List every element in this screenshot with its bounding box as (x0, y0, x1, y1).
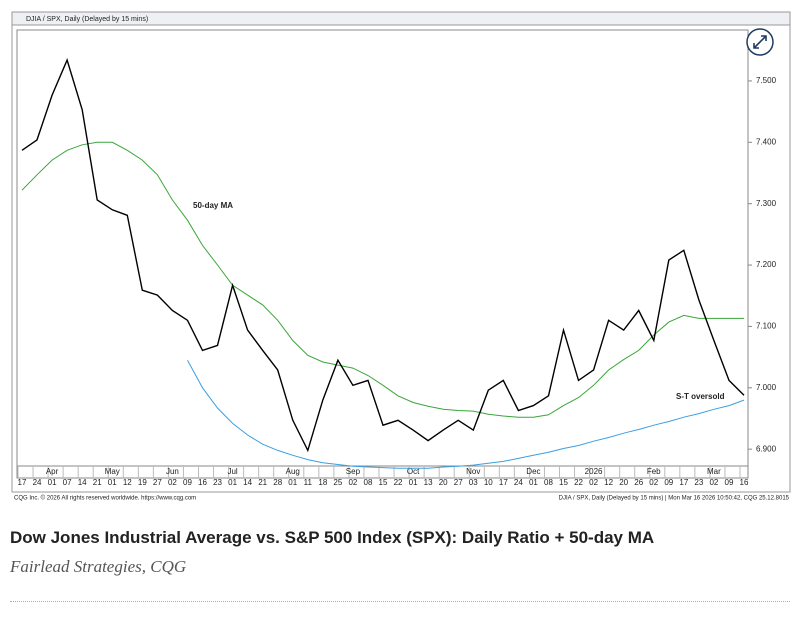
month-label: Feb (647, 467, 661, 476)
x-tick-label: 22 (394, 478, 403, 487)
month-label: Sep (346, 467, 361, 476)
y-tick-label: 7.100 (756, 322, 777, 331)
x-tick-label: 20 (619, 478, 628, 487)
x-tick-label: 11 (304, 478, 313, 487)
x-tick-label: 24 (33, 478, 42, 487)
y-tick-label: 7.200 (756, 260, 777, 269)
x-tick-label: 20 (439, 478, 448, 487)
x-tick-label: 02 (709, 478, 718, 487)
y-tick-label: 7.400 (756, 137, 777, 146)
month-label: May (105, 467, 120, 476)
series-line (21, 141, 744, 418)
month-label: Jul (227, 467, 237, 476)
x-tick-label: 13 (424, 478, 433, 487)
x-tick-label: 26 (634, 478, 643, 487)
x-tick-label: 09 (664, 478, 673, 487)
y-tick-label: 6.900 (756, 444, 777, 453)
x-tick-label: 08 (544, 478, 553, 487)
x-tick-label: 23 (213, 478, 222, 487)
month-label: Apr (46, 467, 59, 476)
month-label: Mar (707, 467, 721, 476)
x-tick-label: 17 (18, 478, 27, 487)
y-tick-label: 7.300 (756, 199, 777, 208)
x-tick-label: 07 (63, 478, 72, 487)
x-tick-label: 01 (108, 478, 117, 487)
x-tick-label: 28 (273, 478, 282, 487)
series-line (21, 58, 745, 453)
expand-button[interactable] (746, 28, 774, 56)
x-tick-label: 21 (258, 478, 267, 487)
header-text: DJIA / SPX, Daily (Delayed by 15 mins) (26, 16, 148, 23)
x-tick-label: 01 (228, 478, 237, 487)
x-tick-label: 12 (123, 478, 132, 487)
month-label: Aug (286, 467, 300, 476)
x-tick-label: 01 (48, 478, 57, 487)
footer-left: CQG Inc. © 2026 All rights reserved worl… (14, 495, 196, 502)
x-tick-label: 17 (679, 478, 688, 487)
x-tick-label: 01 (288, 478, 297, 487)
x-tick-label: 23 (694, 478, 703, 487)
month-label: Oct (407, 467, 420, 476)
x-tick-label: 12 (604, 478, 613, 487)
x-tick-label: 19 (138, 478, 147, 487)
x-tick-label: 02 (168, 478, 177, 487)
month-label: 2026 (585, 467, 603, 476)
x-tick-label: 14 (243, 478, 252, 487)
x-tick-label: 09 (183, 478, 192, 487)
x-tick-label: 15 (559, 478, 568, 487)
plot-area (16, 29, 749, 479)
month-label: Dec (526, 467, 540, 476)
y-tick-label: 7.500 (756, 76, 777, 85)
x-tick-label: 25 (333, 478, 342, 487)
annotation: 50-day MA (193, 201, 233, 210)
x-tick-label: 15 (379, 478, 388, 487)
month-label: Nov (466, 467, 480, 476)
x-tick-label: 02 (348, 478, 357, 487)
x-tick-label: 17 (499, 478, 508, 487)
x-tick-label: 03 (469, 478, 478, 487)
x-tick-label: 22 (574, 478, 583, 487)
chart-frame (11, 11, 791, 493)
x-tick-label: 16 (198, 478, 207, 487)
month-label: Jun (166, 467, 179, 476)
y-tick-label: 7.000 (756, 383, 777, 392)
x-tick-label: 01 (409, 478, 418, 487)
x-tick-label: 24 (514, 478, 523, 487)
x-tick-label: 10 (484, 478, 493, 487)
x-tick-label: 01 (529, 478, 538, 487)
x-tick-label: 27 (454, 478, 463, 487)
chart: DJIA / SPX, Daily (Delayed by 15 mins) 5… (11, 11, 791, 502)
x-tick-label: 21 (93, 478, 102, 487)
caption: Dow Jones Industrial Average vs. S&P 500… (10, 528, 655, 547)
x-tick-label: 02 (589, 478, 598, 487)
x-tick-label: 16 (740, 478, 749, 487)
annotation: S-T oversold (676, 392, 725, 401)
x-tick-label: 08 (364, 478, 373, 487)
footer-right: DJIA / SPX, Daily (Delayed by 15 mins) |… (559, 496, 790, 502)
x-tick-label: 27 (153, 478, 162, 487)
header-bar (11, 11, 791, 26)
x-tick-label: 09 (725, 478, 734, 487)
x-tick-label: 02 (649, 478, 658, 487)
divider (10, 601, 790, 602)
x-tick-label: 14 (78, 478, 87, 487)
source: Fairlead Strategies, CQG (10, 557, 187, 576)
x-tick-label: 18 (318, 478, 327, 487)
series-line (187, 359, 745, 469)
